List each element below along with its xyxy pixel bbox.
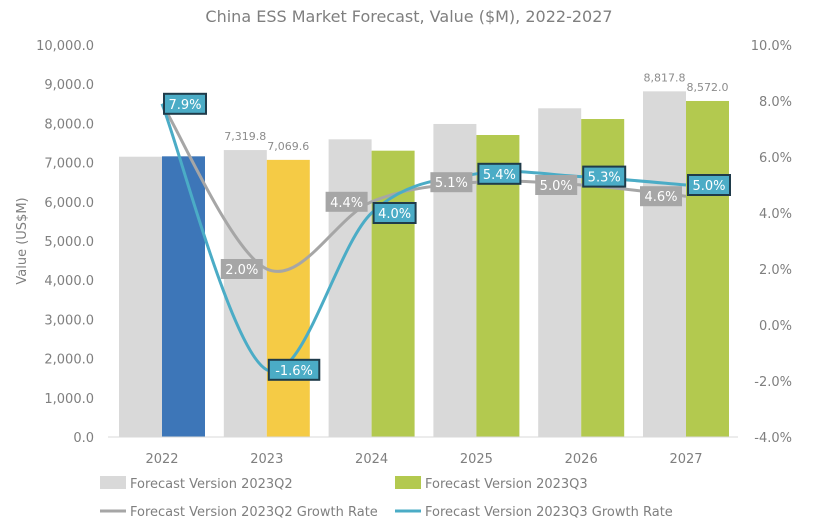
bar xyxy=(433,123,477,437)
growth-data-label: 4.4% xyxy=(325,191,368,212)
bar-value-label: 7,069.6 xyxy=(267,140,309,153)
y-tick-label: 4,000.0 xyxy=(44,274,94,289)
svg-text:5.4%: 5.4% xyxy=(483,168,516,183)
bar xyxy=(119,156,162,437)
legend-label: Forecast Version 2023Q2 xyxy=(130,477,293,492)
svg-text:7.9%: 7.9% xyxy=(168,98,201,113)
y-tick-label: 1,000.0 xyxy=(44,392,94,407)
legend-item: Forecast Version 2023Q3 xyxy=(395,476,588,492)
y2-tick-label: 4.0% xyxy=(759,207,792,222)
legend-label: Forecast Version 2023Q3 Growth Rate xyxy=(425,505,673,520)
lines: 2.0% 4.4% 5.1% 5.0% 4.6% 7.9% -1.6% 4.0% 5.4% 5.3… xyxy=(160,92,731,381)
bar-value-label: 8,572.0 xyxy=(687,81,729,94)
y2-axis-ticks: -4.0% -2.0% 0.0% 2.0% 4.0% 6.0% 8.0% 10.0% xyxy=(751,39,792,446)
growth-data-label: 5.4% xyxy=(477,162,522,185)
legend-item: Forecast Version 2023Q3 Growth Rate xyxy=(395,505,673,520)
bar-value-label: 7,319.8 xyxy=(224,130,266,143)
growth-data-label: 5.1% xyxy=(430,172,473,193)
y2-tick-label: 0.0% xyxy=(759,319,792,334)
growth-data-label: 7.9% xyxy=(163,92,207,115)
y-tick-label: 10,000.0 xyxy=(36,39,94,54)
svg-text:4.4%: 4.4% xyxy=(330,196,363,211)
legend-label: Forecast Version 2023Q2 Growth Rate xyxy=(130,505,378,520)
x-tick-label: 2027 xyxy=(669,452,702,467)
growth-data-label: 4.0% xyxy=(372,202,417,224)
y2-tick-label: 2.0% xyxy=(759,263,792,278)
y-tick-label: 3,000.0 xyxy=(44,313,94,328)
chart-title: China ESS Market Forecast, Value ($M), 2… xyxy=(205,7,612,26)
growth-data-label: 5.0% xyxy=(687,174,731,196)
svg-text:5.0%: 5.0% xyxy=(692,179,725,194)
growth-rate-line xyxy=(160,103,687,373)
bar xyxy=(266,159,310,437)
growth-data-label: 4.6% xyxy=(640,186,682,207)
legend-swatch xyxy=(100,476,126,489)
y2-tick-label: 8.0% xyxy=(759,95,792,110)
bar xyxy=(643,91,686,438)
y-tick-label: 2,000.0 xyxy=(44,353,94,368)
growth-data-label: 5.0% xyxy=(535,175,578,195)
svg-text:5.3%: 5.3% xyxy=(588,171,621,186)
y2-tick-label: -4.0% xyxy=(754,431,792,446)
bar xyxy=(162,156,205,437)
x-tick-label: 2022 xyxy=(145,452,178,467)
y-axis-ticks: 0.0 1,000.0 2,000.0 3,000.0 4,000.0 5,000.0 6,… xyxy=(36,39,94,446)
svg-text:5.0%: 5.0% xyxy=(540,179,573,194)
bar xyxy=(223,150,267,437)
growth-data-label: 2.0% xyxy=(220,259,263,279)
svg-text:4.0%: 4.0% xyxy=(378,207,411,222)
bar xyxy=(328,139,372,438)
svg-text:-1.6%: -1.6% xyxy=(275,364,313,379)
bars: 7,319.8 8,817.8 7,069.6 8,572.0 xyxy=(119,71,729,438)
svg-text:2.0%: 2.0% xyxy=(225,263,258,278)
svg-text:5.1%: 5.1% xyxy=(435,176,468,191)
y-tick-label: 8,000.0 xyxy=(44,117,94,132)
y-axis-label: Value (US$M) xyxy=(15,197,30,284)
y-tick-label: 9,000.0 xyxy=(44,78,94,93)
growth-data-label: 5.3% xyxy=(582,165,627,188)
x-axis-ticks: 2022 2023 2024 2025 2026 2027 xyxy=(145,452,702,467)
legend-label: Forecast Version 2023Q3 xyxy=(425,477,588,492)
y-tick-label: 5,000.0 xyxy=(44,235,94,250)
legend-swatch xyxy=(395,476,421,489)
growth-data-label: -1.6% xyxy=(267,358,321,381)
y-tick-label: 0.0 xyxy=(73,431,94,446)
legend-item: Forecast Version 2023Q2 Growth Rate xyxy=(100,505,378,520)
bar xyxy=(538,108,582,438)
bar xyxy=(476,135,520,437)
y2-tick-label: -2.0% xyxy=(754,375,792,390)
x-tick-label: 2024 xyxy=(355,452,388,467)
x-tick-label: 2026 xyxy=(565,452,598,467)
y-tick-label: 7,000.0 xyxy=(44,157,94,172)
legend-item: Forecast Version 2023Q2 xyxy=(100,476,293,492)
x-tick-label: 2025 xyxy=(460,452,493,467)
svg-text:4.6%: 4.6% xyxy=(644,190,677,205)
x-tick-label: 2023 xyxy=(250,452,283,467)
bar xyxy=(686,100,729,437)
y2-tick-label: 6.0% xyxy=(759,151,792,166)
y2-tick-label: 10.0% xyxy=(751,39,792,54)
bar-value-label: 8,817.8 xyxy=(644,71,686,84)
y-tick-label: 6,000.0 xyxy=(44,196,94,211)
legend: Forecast Version 2023Q2 Forecast Version … xyxy=(100,476,673,520)
